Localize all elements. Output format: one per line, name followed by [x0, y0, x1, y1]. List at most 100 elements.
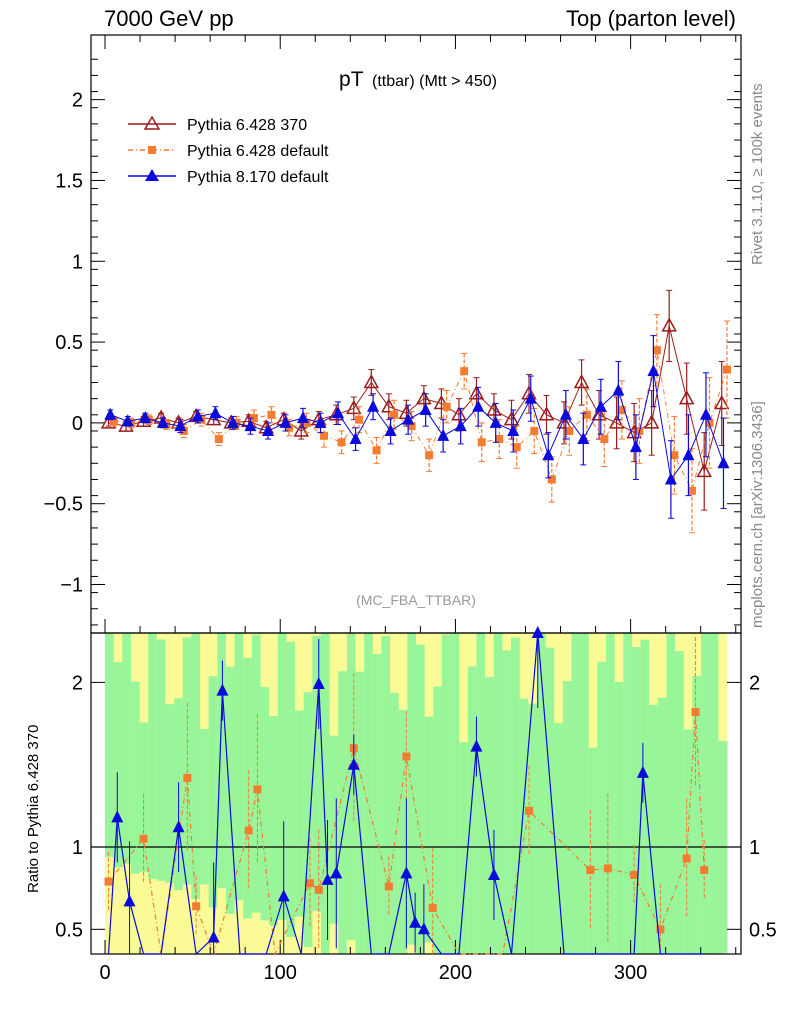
ratio-point-square [700, 866, 709, 875]
ratio-point-triangle [330, 866, 343, 879]
x-tick-label: 0 [99, 962, 110, 984]
data-point-filled-triangle [524, 391, 537, 404]
band-inner [208, 676, 218, 908]
data-point-square [390, 410, 399, 419]
data-point-square [495, 435, 504, 444]
ratio-point-triangle [321, 872, 334, 885]
legend-item-pythia6-370: Pythia 6.428 370 [128, 115, 307, 134]
band-inner [657, 697, 668, 954]
ratio-plot-frame [90, 632, 742, 955]
data-point-square [232, 418, 241, 427]
ratio-point-square [244, 826, 253, 835]
band-inner [701, 633, 711, 954]
data-point-open-triangle [538, 406, 555, 421]
data-point-filled-triangle [647, 364, 660, 377]
series-line [113, 350, 728, 493]
data-point-square [355, 415, 364, 424]
ratio-point-square [428, 903, 437, 912]
data-point-filled-triangle [699, 407, 712, 420]
band-inner [485, 676, 495, 954]
band-inner [191, 633, 201, 900]
ratio-point-triangle [636, 765, 649, 778]
band-inner [528, 703, 538, 954]
data-point-filled-triangle [191, 409, 204, 422]
ratio-point-square [314, 885, 323, 894]
data-point-square [600, 435, 609, 444]
data-point-open-triangle [591, 406, 607, 421]
data-point-square [530, 426, 539, 435]
band-inner [580, 633, 590, 954]
ratio-point-square [139, 834, 148, 843]
data-point-open-triangle [713, 394, 730, 410]
band-inner [398, 709, 408, 954]
band-inner [122, 633, 132, 864]
data-point-square [652, 346, 661, 355]
data-point-square [670, 451, 679, 460]
data-point-filled-triangle [314, 415, 327, 428]
legend-label-pythia6-default: Pythia 6.428 default [187, 143, 329, 160]
data-point-open-triangle [451, 406, 467, 421]
ratio-point-triangle [111, 810, 124, 823]
band-inner [372, 654, 382, 954]
band-inner [105, 633, 115, 857]
band-inner [364, 633, 374, 954]
band-inner [424, 716, 434, 943]
ratio-point-square [586, 866, 595, 875]
data-point-open-triangle [608, 414, 625, 429]
band-inner [562, 681, 572, 954]
band-inner [355, 671, 365, 954]
band-inner [554, 723, 564, 954]
data-point-square [460, 367, 469, 376]
data-point-square [320, 431, 329, 440]
data-point-filled-triangle [489, 415, 502, 428]
band-inner [623, 633, 633, 954]
legend-label-pythia8-default: Pythia 8.170 default [187, 169, 329, 186]
band-inner [390, 692, 400, 954]
ratio-y-tick-label: 2 [72, 672, 83, 694]
y-tick-label: 0 [72, 413, 83, 435]
header-left-label: 7000 GeV pp [104, 6, 234, 31]
band-inner [692, 675, 702, 954]
data-point-filled-triangle [209, 406, 222, 419]
data-point-filled-triangle [419, 402, 432, 415]
band-inner [182, 637, 192, 885]
ratio-y-tick-label: 1 [72, 837, 83, 859]
band-inner [614, 682, 624, 954]
data-point-filled-triangle [296, 411, 309, 424]
data-point-open-triangle [433, 394, 450, 410]
y-tick-label: −1 [60, 575, 83, 597]
data-point-filled-triangle [454, 419, 467, 432]
ratio-point-triangle [531, 626, 544, 638]
ratio-y-tick-label-right: 2 [749, 672, 760, 694]
data-point-filled-triangle [139, 411, 152, 424]
data-point-square [547, 475, 556, 484]
data-point-open-triangle [661, 317, 677, 332]
data-point-filled-triangle [244, 419, 257, 432]
data-point-filled-triangle [174, 419, 187, 432]
band-inner [217, 633, 227, 889]
band-inner [320, 633, 331, 954]
ratio-uncertainty-bands [105, 633, 728, 954]
data-point-open-triangle [468, 385, 485, 400]
legend-label-pythia6-370: Pythia 6.428 370 [187, 117, 307, 134]
band-inner [519, 698, 529, 954]
band-inner [130, 681, 141, 874]
ratio-point-triangle [312, 677, 325, 690]
band-inner [606, 633, 616, 954]
band-inner [234, 633, 244, 901]
data-point-filled-triangle [332, 406, 345, 419]
rivet-version-label: Rivet 3.1.10, ≥ 100k events [749, 83, 766, 265]
ratio-y-tick-label-right: 0.5 [749, 919, 777, 941]
y-tick-label: 1.5 [55, 170, 83, 192]
data-point-open-triangle [486, 401, 502, 416]
band-inner [346, 633, 357, 941]
x-tick-label: 100 [264, 962, 297, 984]
data-point-filled-triangle [472, 399, 485, 412]
ratio-point-square [630, 870, 639, 879]
data-point-open-triangle [416, 390, 432, 405]
x-tick-label: 300 [614, 962, 647, 984]
x-tick-label: 200 [439, 962, 472, 984]
ratio-point-triangle [409, 915, 422, 928]
data-point-open-triangle [573, 373, 590, 389]
data-point-filled-triangle [402, 412, 415, 425]
